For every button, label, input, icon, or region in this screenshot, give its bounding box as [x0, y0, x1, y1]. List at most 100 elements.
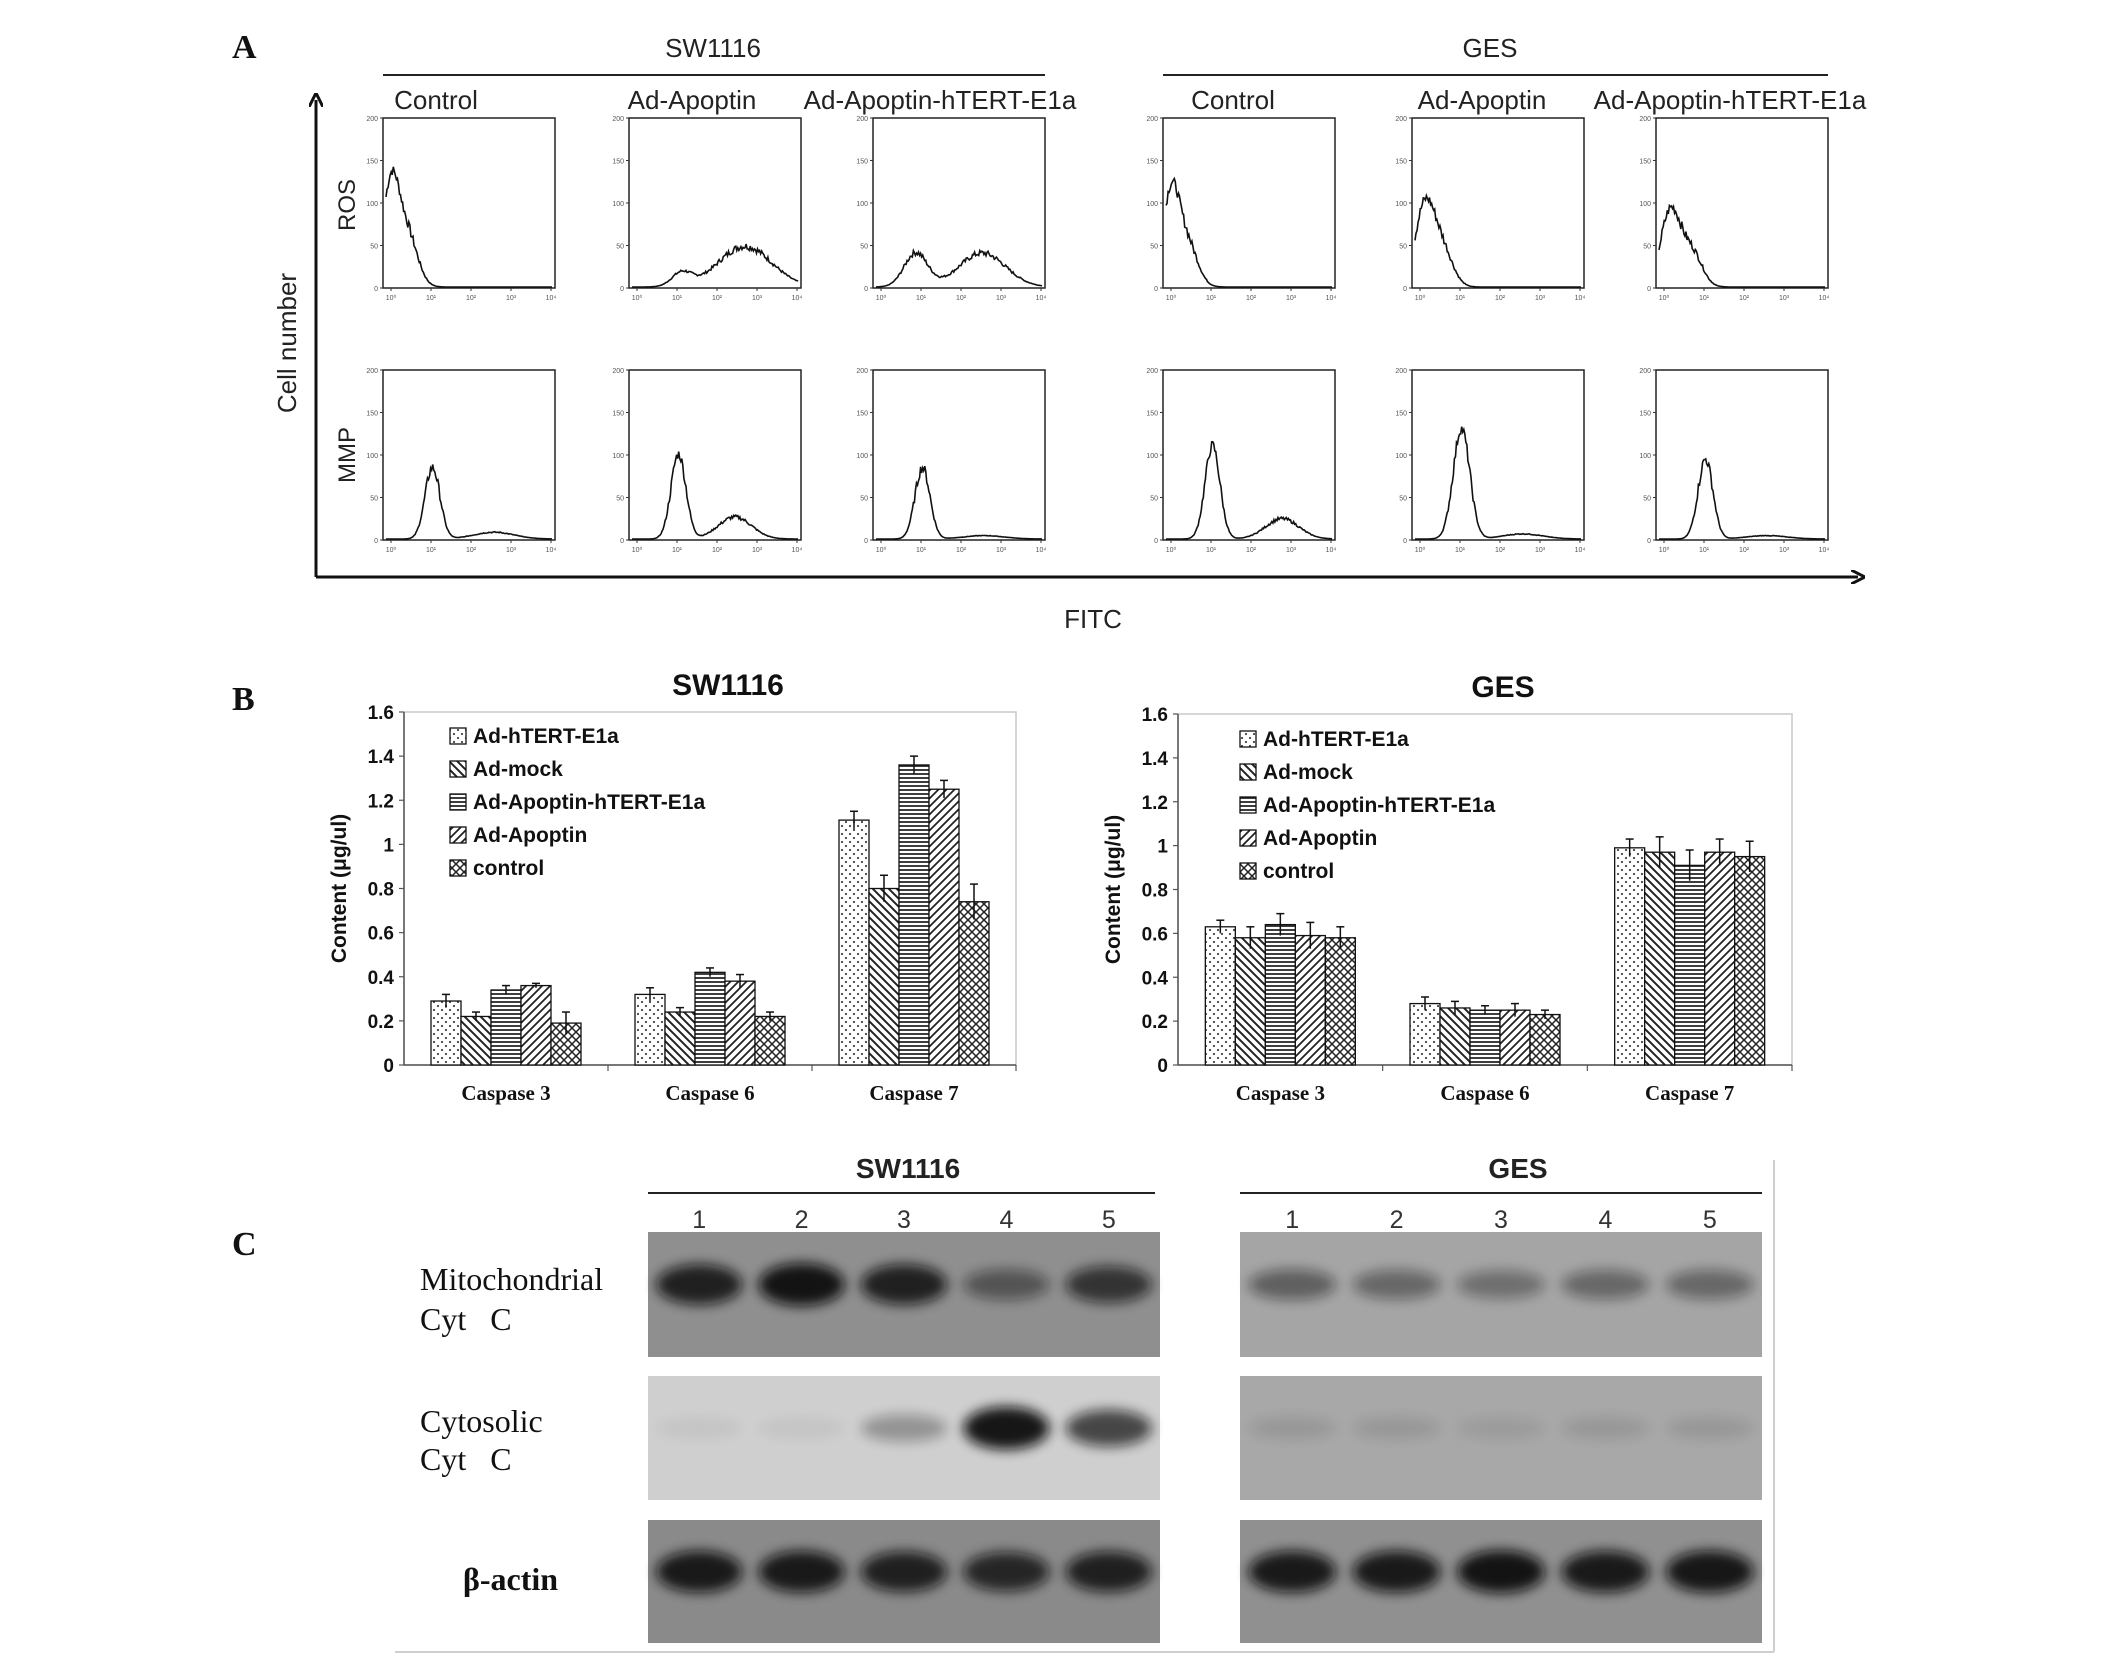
- blot-band: [1561, 1416, 1650, 1440]
- histogram-frame: [382, 369, 556, 541]
- row-label-mmp: MMP: [334, 427, 361, 483]
- histogram-frame: [1162, 117, 1336, 289]
- histogram-y-tick: 200: [1395, 368, 1407, 375]
- histogram-y-tick: 50: [1150, 496, 1158, 503]
- histogram-x-tick: 10³: [1535, 295, 1546, 302]
- histogram-x-tick: 10⁴: [546, 547, 557, 554]
- histogram-x-tick: 10⁴: [1036, 295, 1047, 302]
- bar: [694, 971, 726, 1066]
- histogram-x-tick: 10²: [466, 295, 477, 302]
- histogram-x-tick: 10⁴: [1575, 295, 1586, 302]
- histogram-x-tick: 10³: [1535, 547, 1546, 554]
- bar: [1264, 923, 1296, 1066]
- blot-band: [860, 1264, 948, 1305]
- histogram-x-tick: 10⁰: [632, 546, 643, 554]
- histogram-trace: [1414, 192, 1581, 288]
- histogram-x-tick: 10⁰: [876, 294, 887, 302]
- histogram-x-tick: 10²: [712, 295, 723, 302]
- histogram-y-tick: 0: [1647, 538, 1651, 545]
- western-blot-grid: 1 2 3 4 5 1 2 3 4 5: [648, 1206, 1762, 1643]
- lane-number: 4: [1598, 1206, 1612, 1234]
- histogram-y-tick: 100: [366, 201, 378, 208]
- category-label: Caspase 6: [1440, 1081, 1529, 1105]
- legend-swatch: [449, 826, 467, 844]
- blot-band: [1065, 1551, 1152, 1592]
- blot-band: [1352, 1269, 1441, 1300]
- blot-band: [1352, 1416, 1441, 1440]
- histogram-y-tick: 100: [612, 453, 624, 460]
- y-tick-label: 0.2: [1142, 1012, 1168, 1033]
- histogram-y-tick: 0: [1647, 286, 1651, 293]
- histogram-y-tick: 0: [864, 286, 868, 293]
- blot-group-header-sw1116: SW1116: [856, 1153, 960, 1184]
- blot-strip-cyto: [1240, 1376, 1762, 1500]
- histogram-frame: [1411, 369, 1585, 541]
- histogram-x-tick: 10⁴: [1575, 547, 1586, 554]
- panel-a-x-axis-label: FITC: [1064, 604, 1122, 634]
- blot-band: [656, 1264, 743, 1305]
- column-label: Ad-Apoptin-hTERT-E1a: [804, 85, 1077, 115]
- blot-band: [656, 1417, 743, 1439]
- y-tick-label: 1: [383, 835, 394, 856]
- bar-chart-sw1116: SW1116 0 0.2 0.4 0.6 0.8 1 1.2 1.4 1.6 Content (μg…: [328, 669, 1017, 1105]
- lane-number: 3: [1494, 1206, 1508, 1234]
- histogram-y-tick: 100: [1395, 453, 1407, 460]
- bar: [958, 901, 990, 1066]
- y-tick-label: 0: [383, 1056, 394, 1077]
- histogram-y-tick: 50: [370, 244, 378, 251]
- histogram-x-tick: 10⁴: [792, 547, 803, 554]
- histogram-x-tick: 10²: [466, 547, 477, 554]
- lane-number: 2: [795, 1206, 809, 1234]
- histogram-x-tick: 10¹: [426, 547, 437, 554]
- legend-swatch: [449, 793, 467, 811]
- blot-strip-mito: [648, 1232, 1160, 1357]
- legend-swatch: [449, 760, 467, 778]
- histogram-y-tick: 100: [366, 453, 378, 460]
- histogram-x-tick: 10⁰: [1166, 546, 1177, 554]
- bar: [898, 764, 930, 1066]
- blot-band: [1665, 1550, 1754, 1593]
- histogram-x-tick: 10⁰: [1415, 294, 1426, 302]
- bar: [490, 989, 522, 1066]
- histogram-y-tick: 150: [856, 411, 868, 418]
- histogram-ros: 200 150 100 50 0 10⁰ 10¹ 10² 10³ 10⁴: [1395, 116, 1585, 302]
- histogram-y-tick: 150: [612, 159, 624, 166]
- y-tick-label: 0.2: [368, 1012, 394, 1033]
- histogram-trace: [632, 451, 798, 540]
- histogram-y-tick: 0: [1403, 538, 1407, 545]
- histogram-x-tick: 10¹: [672, 547, 683, 554]
- histogram-frame: [628, 117, 802, 289]
- histogram-x-tick: 10³: [1779, 547, 1790, 554]
- legend-swatch: [1239, 862, 1257, 880]
- y-tick-label: 1.6: [368, 703, 394, 724]
- column-label: Ad-Apoptin-hTERT-E1a: [1594, 85, 1867, 115]
- histogram-y-tick: 50: [1150, 244, 1158, 251]
- blot-strip-mito: [1240, 1232, 1762, 1357]
- histogram-y-tick: 0: [1154, 286, 1158, 293]
- histogram-x-tick: 10¹: [1455, 295, 1466, 302]
- y-tick-label: 0.4: [368, 968, 395, 989]
- histogram-ros: 200 150 100 50 0 10⁰ 10¹ 10² 10³ 10⁴: [1146, 116, 1336, 302]
- y-tick-label: 0: [1157, 1056, 1168, 1077]
- histogram-y-tick: 200: [366, 368, 378, 375]
- histogram-y-tick: 50: [616, 244, 624, 251]
- histogram-trace: [1165, 176, 1332, 288]
- histogram-x-tick: 10²: [1495, 295, 1506, 302]
- blot-band: [860, 1551, 948, 1592]
- histogram-y-tick: 100: [612, 201, 624, 208]
- histogram-y-tick: 50: [860, 244, 868, 251]
- bar: [520, 984, 552, 1066]
- lane-number: 5: [1703, 1206, 1717, 1234]
- blot-row-label-actin: β-actin: [463, 1561, 558, 1597]
- panel-a-letter: A: [232, 29, 257, 66]
- legend-label: control: [473, 857, 544, 880]
- histogram-x-tick: 10⁰: [876, 546, 887, 554]
- blot-band: [1457, 1417, 1545, 1440]
- histogram-x-tick: 10³: [996, 547, 1007, 554]
- histogram-x-tick: 10⁴: [1819, 295, 1830, 302]
- blot-row-label-mito-line2: Cyt C: [420, 1301, 512, 1337]
- blot-strip-actin: [648, 1520, 1160, 1643]
- blot-band: [1665, 1269, 1754, 1300]
- blot-group-header-ges: GES: [1488, 1153, 1547, 1184]
- histogram-grid: 200 150 100 50 0 10⁰ 10¹ 10² 10³ 10⁴ 200 150 100 50 0 1…: [366, 116, 1829, 554]
